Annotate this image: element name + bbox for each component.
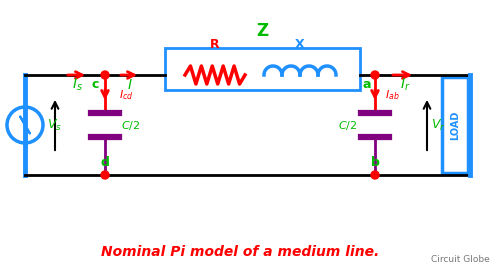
Text: b: b (370, 157, 380, 170)
Text: a: a (363, 79, 371, 92)
Bar (442, 77, 468, 173)
Text: $I_{cd}$: $I_{cd}$ (119, 88, 134, 102)
Text: $V_r$: $V_r$ (431, 117, 446, 133)
Text: $C/2$: $C/2$ (338, 119, 357, 131)
Circle shape (371, 171, 379, 179)
Text: Nominal Pi model of a medium line.: Nominal Pi model of a medium line. (101, 245, 379, 259)
Text: X: X (295, 38, 305, 51)
Text: $C/2$: $C/2$ (121, 119, 140, 131)
Text: d: d (100, 157, 110, 170)
Text: $V_s$: $V_s$ (47, 117, 62, 133)
Text: Circuit Globe: Circuit Globe (431, 255, 490, 265)
Text: R: R (210, 38, 220, 51)
Text: $I_s$: $I_s$ (72, 77, 83, 93)
Text: c: c (92, 79, 98, 92)
Bar (165, 48, 360, 90)
Text: Z: Z (256, 22, 268, 40)
Text: LOAD: LOAD (450, 110, 460, 140)
Text: $I_{ab}$: $I_{ab}$ (385, 88, 400, 102)
Text: $I$: $I$ (127, 78, 133, 92)
Text: $I_r$: $I_r$ (400, 77, 410, 93)
Circle shape (101, 171, 109, 179)
Circle shape (371, 71, 379, 79)
Circle shape (101, 71, 109, 79)
